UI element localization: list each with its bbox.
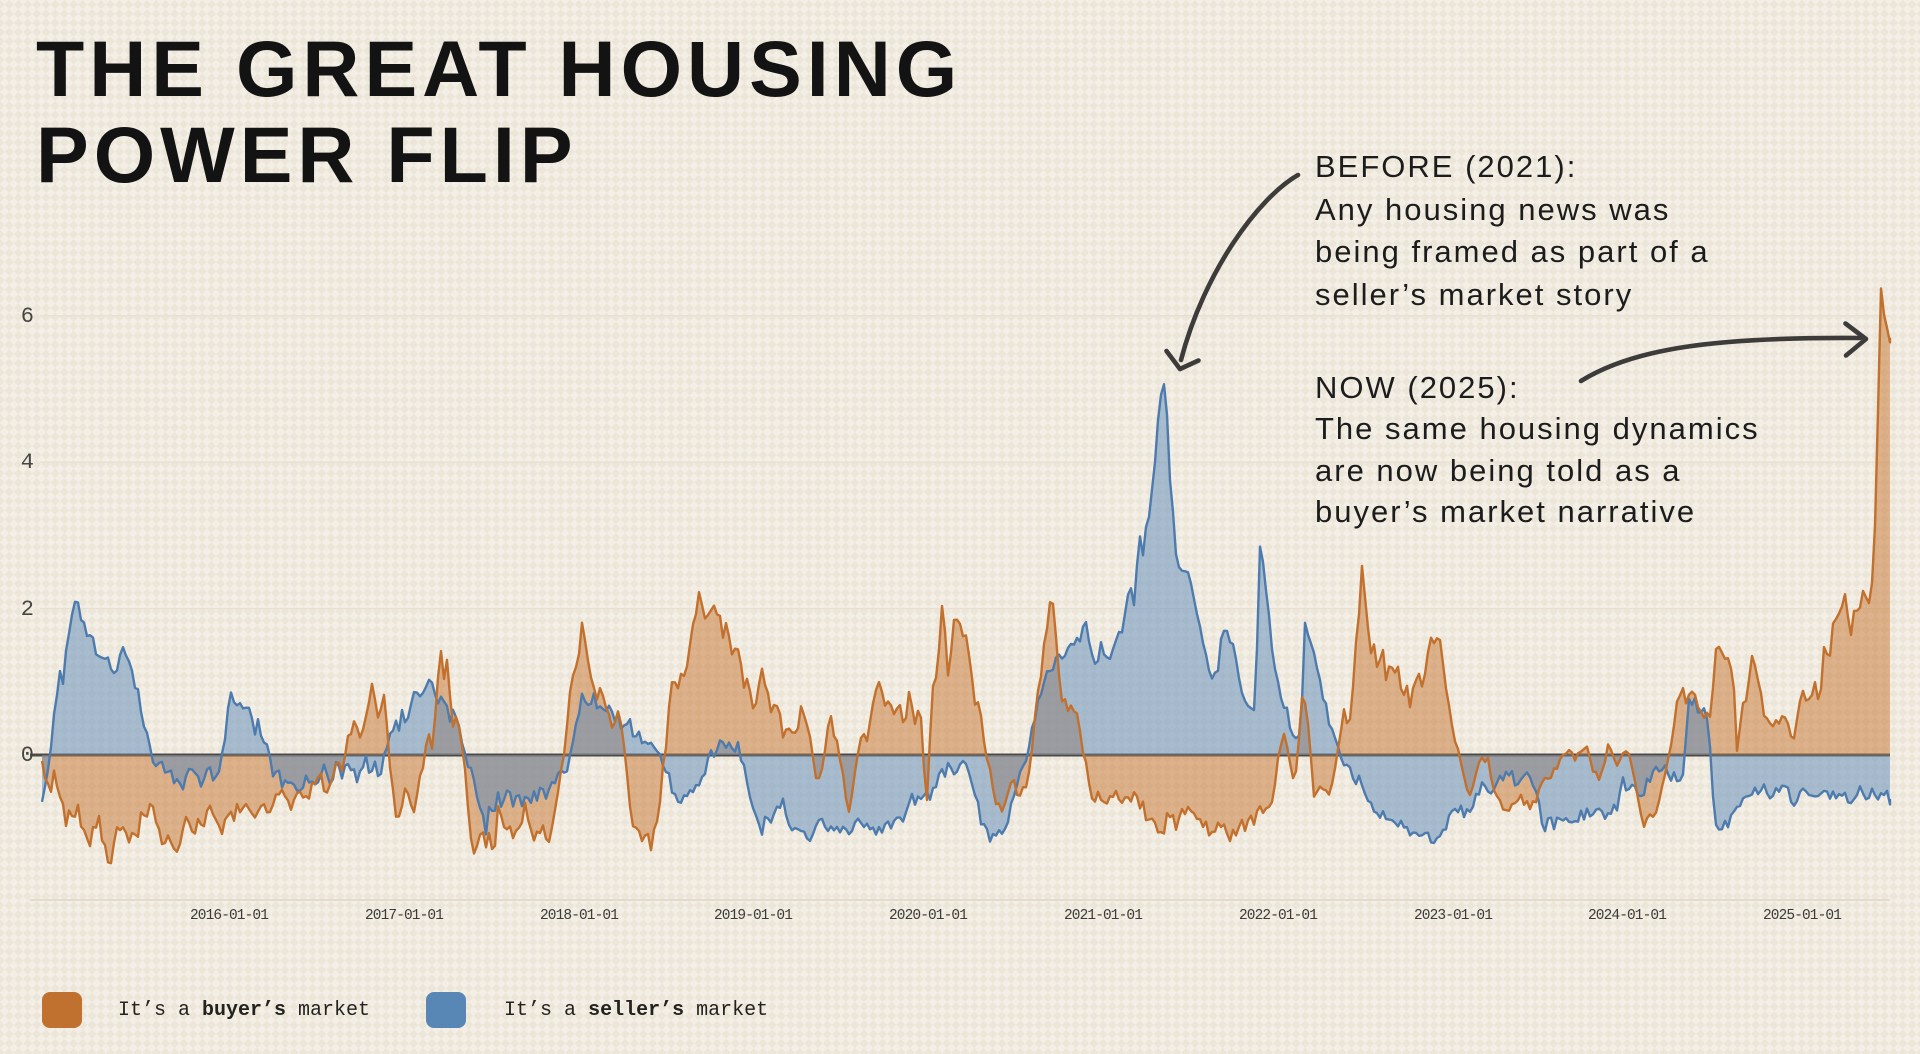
svg-text:2021-01-01: 2021-01-01 <box>1064 908 1142 924</box>
svg-text:2018-01-01: 2018-01-01 <box>540 908 618 924</box>
svg-text:2024-01-01: 2024-01-01 <box>1588 908 1666 924</box>
svg-text:6: 6 <box>21 304 34 329</box>
svg-text:2019-01-01: 2019-01-01 <box>714 908 792 924</box>
svg-text:2: 2 <box>21 597 34 622</box>
svg-text:2017-01-01: 2017-01-01 <box>365 908 443 924</box>
svg-text:2020-01-01: 2020-01-01 <box>889 908 967 924</box>
svg-text:4: 4 <box>21 450 34 475</box>
svg-text:2025-01-01: 2025-01-01 <box>1763 908 1841 924</box>
svg-text:2022-01-01: 2022-01-01 <box>1239 908 1317 924</box>
svg-text:2023-01-01: 2023-01-01 <box>1414 908 1492 924</box>
svg-text:0: 0 <box>21 743 34 768</box>
svg-text:2016-01-01: 2016-01-01 <box>190 908 268 924</box>
